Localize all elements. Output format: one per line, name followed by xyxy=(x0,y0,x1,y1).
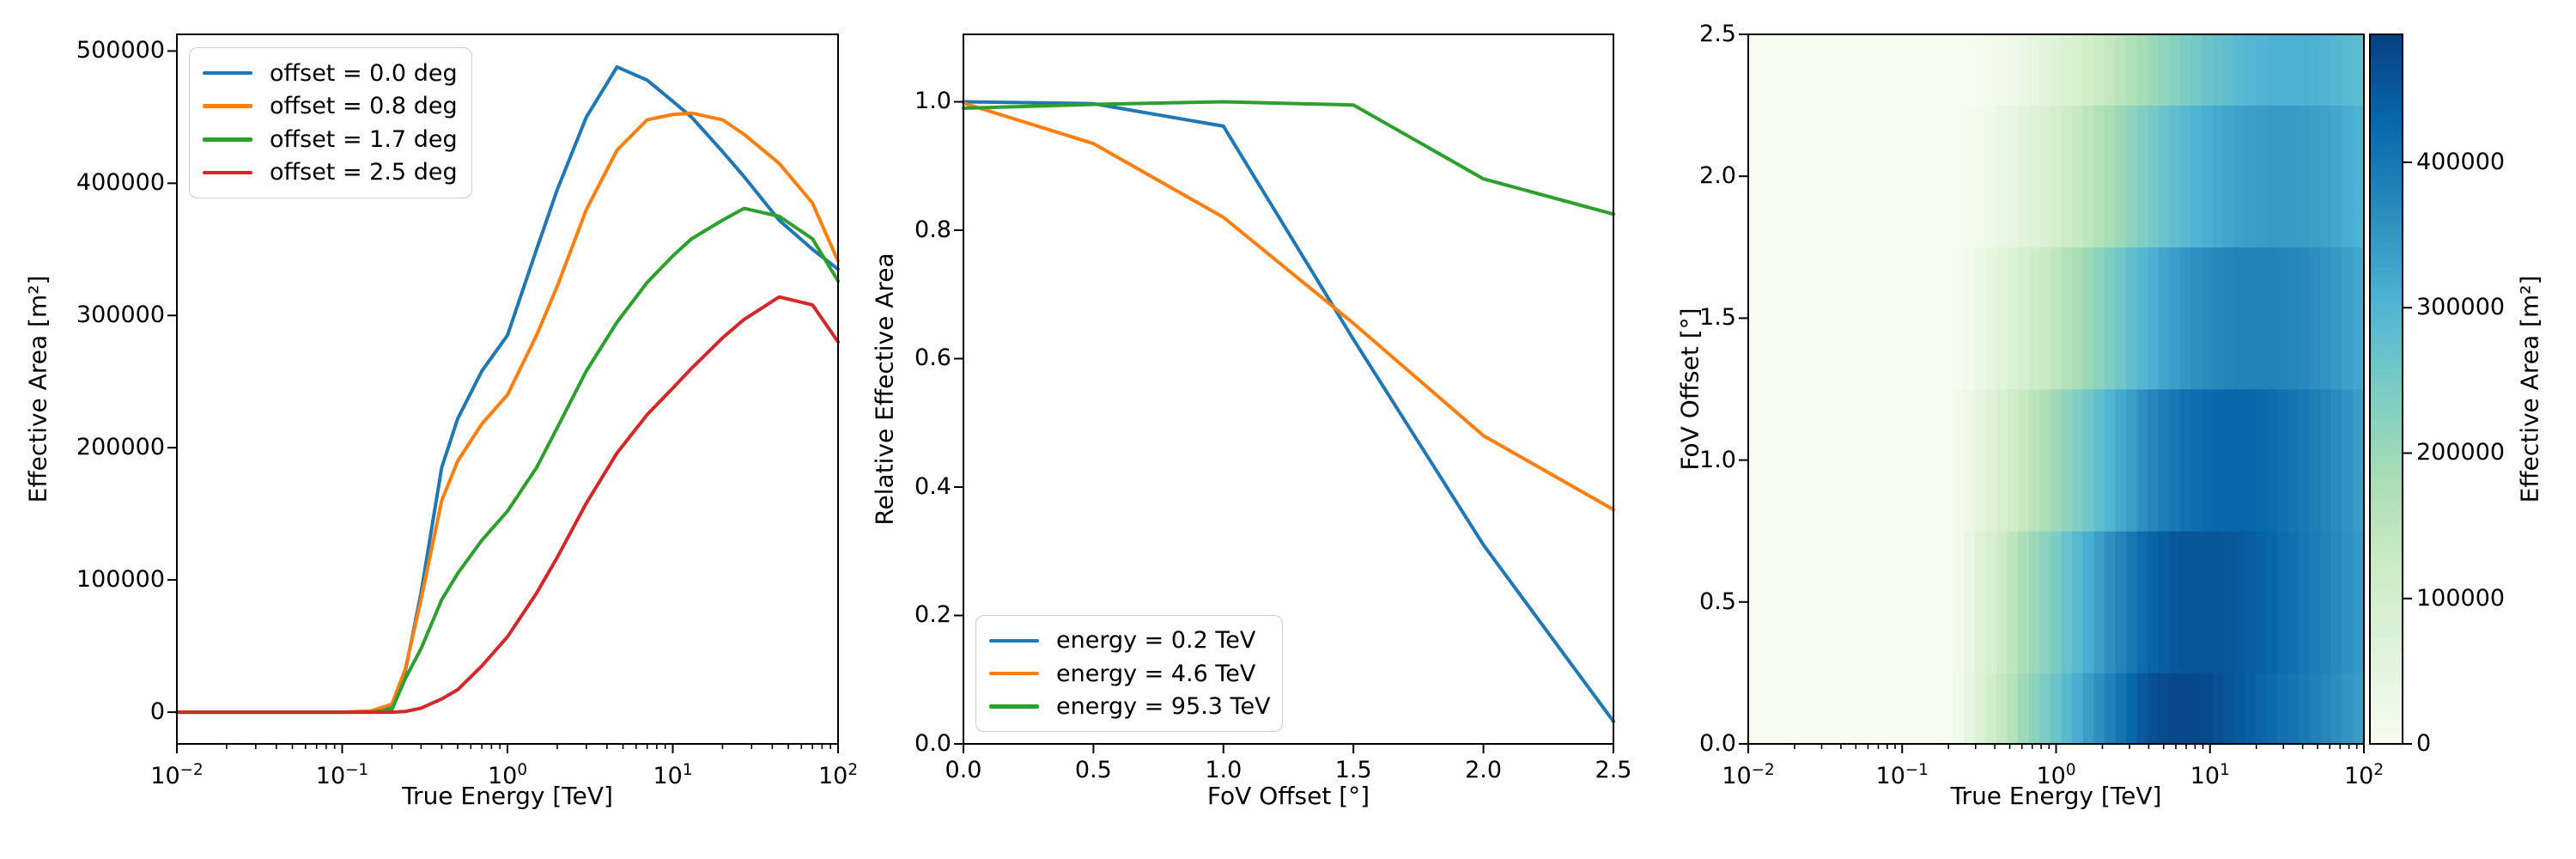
right-panel-x-ticks xyxy=(1747,744,2365,753)
legend-item-energy-0.2: energy = 0.2 TeV xyxy=(976,627,1282,654)
right-panel-y-ticks xyxy=(1739,34,1748,745)
line-series-1 xyxy=(962,101,1615,512)
middle-legend: energy = 0.2 TeV energy = 4.6 TeV energy… xyxy=(975,615,1283,732)
legend-item-label: energy = 95.3 TeV xyxy=(1056,692,1271,720)
legend-item-label: energy = 4.6 TeV xyxy=(1056,660,1256,687)
middle-panel-spines xyxy=(963,34,1614,745)
legend-item-label: offset = 0.0 deg xyxy=(270,59,458,87)
legend-line-sample xyxy=(203,104,252,108)
legend-item-energy-4.6: energy = 4.6 TeV xyxy=(976,661,1282,687)
line-series-2 xyxy=(962,100,1615,216)
line-series-2 xyxy=(175,206,840,715)
legend-item-offset-0.0: offset = 0.0 deg xyxy=(190,60,471,87)
left-panel-lines xyxy=(175,64,840,715)
legend-line-sample xyxy=(203,137,252,142)
line-series-3 xyxy=(175,295,840,715)
left-panel-x-ticks xyxy=(176,744,839,753)
legend-line-sample xyxy=(989,671,1039,676)
legend-line-sample xyxy=(989,638,1039,643)
legend-item-label: offset = 0.8 deg xyxy=(270,93,458,120)
colorbar xyxy=(2369,34,2412,745)
left-panel-y-ticks xyxy=(167,50,177,714)
middle-panel-lines xyxy=(962,100,1615,723)
line-series-1 xyxy=(175,111,840,715)
legend-item-offset-0.8: offset = 0.8 deg xyxy=(190,93,471,119)
left-legend: offset = 0.0 deg offset = 0.8 deg offset… xyxy=(189,47,472,198)
middle-xaxis-label: FoV Offset [°] xyxy=(1206,782,1370,810)
legend-line-sample xyxy=(203,70,252,76)
legend-item-offset-1.7: offset = 1.7 deg xyxy=(190,126,471,153)
legend-line-sample xyxy=(989,704,1039,709)
middle-panel-x-ticks xyxy=(963,744,1614,753)
right-xaxis-label: True Energy [TeV] xyxy=(1950,782,2162,810)
colorbar-frame xyxy=(2369,34,2403,745)
legend-item-offset-2.5: offset = 2.5 deg xyxy=(190,159,471,186)
legend-line-sample xyxy=(203,170,252,175)
legend-item-energy-95.3: energy = 95.3 TeV xyxy=(976,693,1282,720)
legend-item-label: energy = 0.2 TeV xyxy=(1056,627,1256,655)
legend-item-label: offset = 2.5 deg xyxy=(270,159,458,186)
heatmap xyxy=(1747,34,2365,745)
left-xaxis-label: True Energy [TeV] xyxy=(402,782,613,810)
middle-panel-y-ticks xyxy=(954,101,963,745)
legend-item-label: offset = 1.7 deg xyxy=(270,125,458,153)
